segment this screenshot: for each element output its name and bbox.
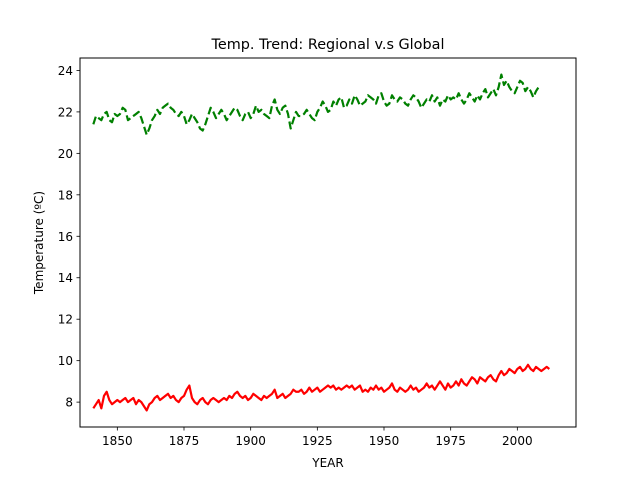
y-tick-label: 16 bbox=[58, 230, 73, 244]
x-axis-ticks: 1850 1875 1900 1925 1950 1975 2000 bbox=[102, 427, 533, 448]
y-tick-label: 10 bbox=[58, 354, 73, 368]
series-line-0 bbox=[92, 73, 540, 136]
x-tick-label: 1925 bbox=[302, 434, 333, 448]
y-tick-label: 12 bbox=[58, 313, 73, 327]
y-axis-label: Temperature (ºC) bbox=[32, 191, 46, 295]
y-tick-label: 22 bbox=[58, 105, 73, 119]
x-axis-label: YEAR bbox=[311, 456, 343, 470]
y-axis-ticks: 8 10 12 14 16 18 20 22 24 bbox=[58, 64, 80, 410]
x-tick-label: 2000 bbox=[502, 434, 533, 448]
x-tick-label: 1875 bbox=[169, 434, 200, 448]
plot-lines bbox=[92, 73, 551, 412]
x-tick-label: 1850 bbox=[102, 434, 133, 448]
axes-frame bbox=[79, 57, 577, 428]
y-tick-label: 20 bbox=[58, 147, 73, 161]
y-tick-label: 14 bbox=[58, 271, 73, 285]
x-tick-label: 1950 bbox=[369, 434, 400, 448]
y-tick-label: 18 bbox=[58, 188, 73, 202]
y-tick-label: 24 bbox=[58, 64, 73, 78]
series-line-1 bbox=[92, 363, 551, 412]
y-tick-label: 8 bbox=[65, 396, 73, 410]
x-tick-label: 1975 bbox=[435, 434, 466, 448]
chart-title: Temp. Trend: Regional v.s Global bbox=[211, 37, 445, 53]
x-tick-label: 1900 bbox=[235, 434, 266, 448]
